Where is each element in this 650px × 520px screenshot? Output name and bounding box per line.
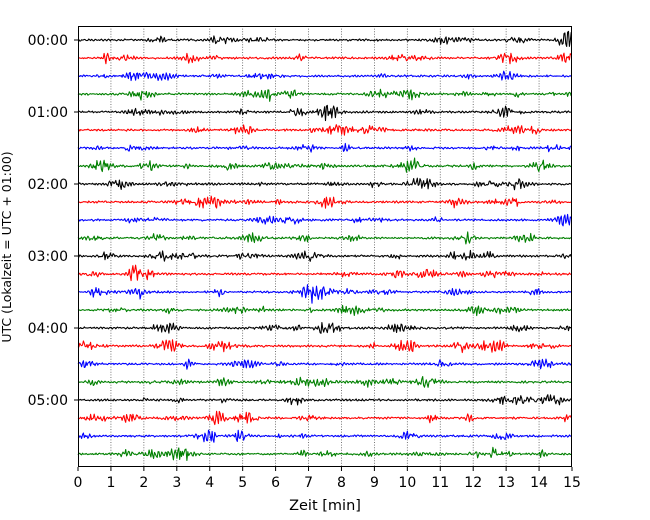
x-tick-label-5: 5	[238, 475, 247, 491]
trace-0300	[77, 249, 572, 262]
x-axis-ticks: 0 1 2 3 4 5 6 7 8 9 10 11 12 13 14 15	[74, 467, 581, 491]
x-tick-label-2: 2	[139, 475, 148, 491]
trace-0400	[77, 322, 572, 334]
x-tick-label-15: 15	[563, 475, 581, 491]
trace-0045	[77, 88, 572, 102]
trace-0015	[77, 52, 572, 65]
x-tick-label-9: 9	[370, 475, 379, 491]
y-tick-label-0200: 02:00	[28, 177, 68, 193]
trace-0245	[77, 231, 572, 245]
x-tick-label-10: 10	[398, 475, 416, 491]
y-axis-ticks: 00:00 01:00 02:00 03:00 04:00 05:00	[28, 33, 78, 409]
plot-frame	[78, 26, 572, 467]
x-tick-label-7: 7	[304, 475, 313, 491]
trace-0030	[77, 70, 572, 82]
trace-0130	[77, 142, 572, 153]
trace-0530	[77, 429, 572, 443]
x-tick-label-12: 12	[464, 475, 482, 491]
trace-0415	[77, 339, 572, 354]
x-tick-label-6: 6	[271, 475, 280, 491]
trace-0200	[77, 177, 572, 191]
x-axis-label: Zeit [min]	[289, 498, 361, 514]
trace-0230	[77, 213, 572, 227]
trace-0330	[77, 284, 572, 304]
trace-0000	[77, 30, 572, 48]
trace-0145	[77, 157, 572, 173]
x-tick-label-0: 0	[74, 475, 83, 491]
y-tick-label-0400: 04:00	[28, 321, 68, 337]
trace-0115	[77, 124, 572, 136]
trace-0430	[77, 358, 572, 370]
x-tick-label-13: 13	[497, 475, 515, 491]
x-tick-label-8: 8	[337, 475, 346, 491]
trace-0515	[77, 410, 572, 426]
y-tick-label-0000: 00:00	[28, 33, 68, 49]
y-axis-label: UTC (Lokalzeit = UTC + 01:00)	[0, 151, 14, 342]
trace-0445	[77, 376, 572, 388]
y-tick-label-0100: 01:00	[28, 105, 68, 121]
vertical-gridlines	[110, 26, 540, 467]
x-tick-label-4: 4	[205, 475, 214, 491]
trace-0345	[77, 304, 572, 317]
seismogram-traces	[77, 30, 572, 461]
x-tick-label-1: 1	[106, 475, 115, 491]
trace-0545	[77, 446, 572, 461]
trace-0215	[77, 195, 572, 209]
x-tick-label-11: 11	[431, 475, 449, 491]
x-tick-label-14: 14	[530, 475, 548, 491]
trace-0315	[77, 264, 572, 282]
trace-0500	[77, 394, 572, 406]
y-tick-label-0500: 05:00	[28, 393, 68, 409]
x-tick-label-3: 3	[172, 475, 181, 491]
trace-0100	[77, 104, 572, 122]
y-tick-label-0300: 03:00	[28, 249, 68, 265]
